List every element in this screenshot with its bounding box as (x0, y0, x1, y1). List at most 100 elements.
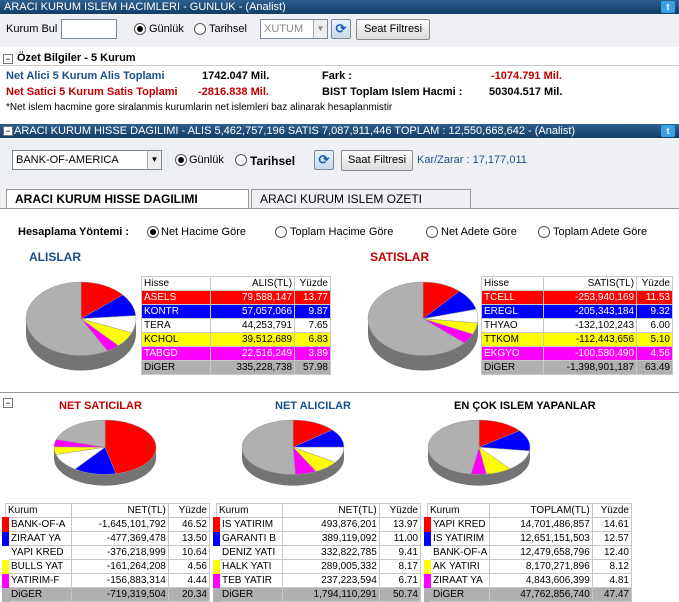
table-row[interactable]: DiGER 335,228,738 57.98 (140, 360, 331, 375)
cell-name: KONTR (140, 304, 212, 319)
table-row[interactable]: HALK YATI 289,005,332 8.17 (213, 559, 422, 574)
summary-note: *Net islem hacmine gore siralanmis kurum… (6, 102, 393, 113)
table-row[interactable]: TERA 44,253,791 7.65 (140, 318, 331, 333)
net-sellers-table: Kurum NET(TL) Yüzde BANK-OF-A -1,645,101,… (2, 503, 211, 602)
cell-value: -132,102,243 (542, 318, 638, 333)
table-row[interactable]: YAPI KRED 14,701,486,857 14.61 (423, 517, 633, 532)
table-row[interactable]: EKGYO -100,580,490 4.56 (481, 346, 673, 361)
collapse-icon[interactable]: − (3, 126, 13, 136)
cell-pct: 4.56 (636, 346, 673, 361)
calc-net-count-radio[interactable] (426, 226, 438, 238)
cell-value: 14,701,486,857 (489, 517, 593, 532)
table-row[interactable]: DiGER -719,319,504 20.34 (2, 587, 211, 602)
table-row[interactable]: TCELL -253,940,169 11.53 (481, 290, 673, 305)
calc-net-volume-radio[interactable] (147, 226, 159, 238)
net-sellers-title: NET SATICILAR (59, 400, 142, 412)
col-header: Kurum (5, 503, 72, 518)
table-row[interactable]: DENIZ YATI 332,822,785 9.41 (213, 545, 422, 560)
table-row[interactable]: KCHOL 39,512,689 6.83 (140, 332, 331, 347)
cell-name: DiGER (140, 360, 212, 375)
sell-total-value: -2816.838 Mil. (198, 86, 269, 98)
table-row[interactable]: TTKOM -112,443,656 5.10 (481, 332, 673, 347)
table-row[interactable]: TABGD 22,516,249 3.89 (140, 346, 331, 361)
col-header: Yüzde (591, 503, 633, 518)
refresh-icon[interactable]: ⟳ (331, 19, 351, 39)
cell-pct: 12.57 (591, 531, 633, 546)
cell-name: IS YATIRIM (423, 531, 491, 546)
cell-value: 493,876,201 (281, 517, 380, 532)
table-row[interactable]: EREGL -205,343,184 9.32 (481, 304, 673, 319)
cell-pct: 8.12 (591, 559, 633, 574)
broker-select[interactable]: BANK-OF-AMERICA YATIRIM ▼ (12, 150, 162, 170)
table-row[interactable]: YATIRIM-F -156,883,314 4.44 (2, 573, 211, 588)
sells-pie-chart (367, 281, 479, 371)
calc-option-label: Toplam Adete Göre (553, 226, 648, 238)
collapse-icon[interactable]: − (3, 398, 13, 408)
cell-value: 237,223,594 (281, 573, 380, 588)
daily-radio[interactable] (134, 23, 146, 35)
twitter-icon[interactable]: t (661, 125, 675, 137)
table-row[interactable]: BANK-OF-A -1,645,101,792 46.52 (2, 517, 211, 532)
pie-slice (55, 419, 106, 448)
session-filter-button[interactable]: Seat Filtresi (356, 19, 430, 40)
refresh-icon[interactable]: ⟳ (314, 150, 334, 170)
cell-name: DiGER (2, 587, 72, 602)
table-row[interactable]: IS YATIRIM 493,876,201 13.97 (213, 517, 422, 532)
table-row[interactable]: BANK-OF-A 12,479,658,796 12.40 (423, 545, 633, 560)
table-row[interactable]: IS YATIRIM 12,651,151,503 12.57 (423, 531, 633, 546)
table-row[interactable]: GARANTI B 389,119,092 11.00 (213, 531, 422, 546)
sells-table: Hisse SATIS(TL) Yüzde TCELL -253,940,169 1… (481, 276, 673, 375)
most-active-pie-chart (427, 419, 531, 486)
table-row[interactable]: TEB YATIR 237,223,594 6.71 (213, 573, 422, 588)
cell-pct: 11.53 (636, 290, 673, 305)
most-active-table: Kurum TOPLAM(TL) Yüzde YAPI KRED 14,701,4… (423, 503, 633, 602)
cell-pct: 7.65 (294, 318, 331, 333)
table-row[interactable]: DiGER 47,762,856,740 47.47 (423, 587, 633, 602)
cell-name: DiGER (481, 360, 544, 375)
table-row[interactable]: DiGER 1,794,110,291 50.74 (213, 587, 422, 602)
tab-summary[interactable]: ARACI KURUM ISLEM OZETI (251, 189, 471, 209)
pie-side (368, 318, 478, 371)
calc-option-label: Toplam Hacime Göre (290, 226, 394, 238)
twitter-icon[interactable]: t (661, 1, 675, 13)
cell-pct: 9.41 (378, 545, 422, 560)
cell-value: 289,005,332 (281, 559, 380, 574)
calc-total-count-radio[interactable] (538, 226, 550, 238)
table-row[interactable]: BULLS YAT -161,264,208 4.56 (2, 559, 211, 574)
cell-name: TCELL (481, 290, 544, 305)
table-row[interactable]: ZIRAAT YA 4,843,606,399 4.81 (423, 573, 633, 588)
buy-total-label: Net Alici 5 Kurum Alis Toplami (6, 70, 165, 82)
top-title-bar: ARACI KURUM ISLEM HACIMLERI - GUNLUK - (… (0, 0, 679, 14)
pie-side (26, 318, 136, 371)
table-row[interactable]: THYAO -132,102,243 6.00 (481, 318, 673, 333)
dist-date-radio[interactable] (235, 154, 247, 166)
top-title: ARACI KURUM ISLEM HACIMLERI - GUNLUK - (… (4, 1, 286, 13)
table-row[interactable]: DiGER -1,398,901,187 63.49 (481, 360, 673, 375)
calc-total-volume-radio[interactable] (275, 226, 287, 238)
cell-value: 57,057,066 (210, 304, 296, 319)
dist-date-label: Tarihsel (250, 154, 296, 168)
table-row[interactable]: YAPI KRED -376,218,999 10.64 (2, 545, 211, 560)
cell-value: 4,843,606,399 (489, 573, 593, 588)
table-row[interactable]: KONTR 57,057,066 9.87 (140, 304, 331, 319)
diff-value: -1074.791 Mil. (491, 70, 562, 82)
most-active-title: EN ÇOK ISLEM YAPANLAR (454, 400, 596, 412)
cell-pct: 10.64 (167, 545, 211, 560)
table-row[interactable]: ASELS 79,588,147 13.77 (140, 290, 331, 305)
buys-title: ALISLAR (29, 250, 81, 264)
table-row[interactable]: ZIRAAT YA -477,369,478 13.50 (2, 531, 211, 546)
col-header: Yüzde (378, 503, 422, 518)
tab-distribution[interactable]: ARACI KURUM HISSE DAGILIMI (6, 189, 249, 209)
daily-radio-label: Günlük (149, 23, 184, 35)
table-row[interactable]: AK YATIRI 8,170,271,896 8.12 (423, 559, 633, 574)
index-select[interactable]: XUTUM ▼ (260, 19, 328, 39)
dist-daily-radio[interactable] (175, 154, 187, 166)
cell-pct: 46.52 (167, 517, 211, 532)
cell-value: 8,170,271,896 (489, 559, 593, 574)
dist-session-filter-button[interactable]: Saat Filtresi (341, 150, 413, 171)
search-input[interactable] (61, 19, 117, 39)
collapse-icon[interactable]: − (3, 54, 13, 64)
date-radio[interactable] (194, 23, 206, 35)
sell-total-label: Net Satici 5 Kurum Satis Toplami (6, 86, 178, 98)
buyers-pie-chart (241, 419, 345, 486)
